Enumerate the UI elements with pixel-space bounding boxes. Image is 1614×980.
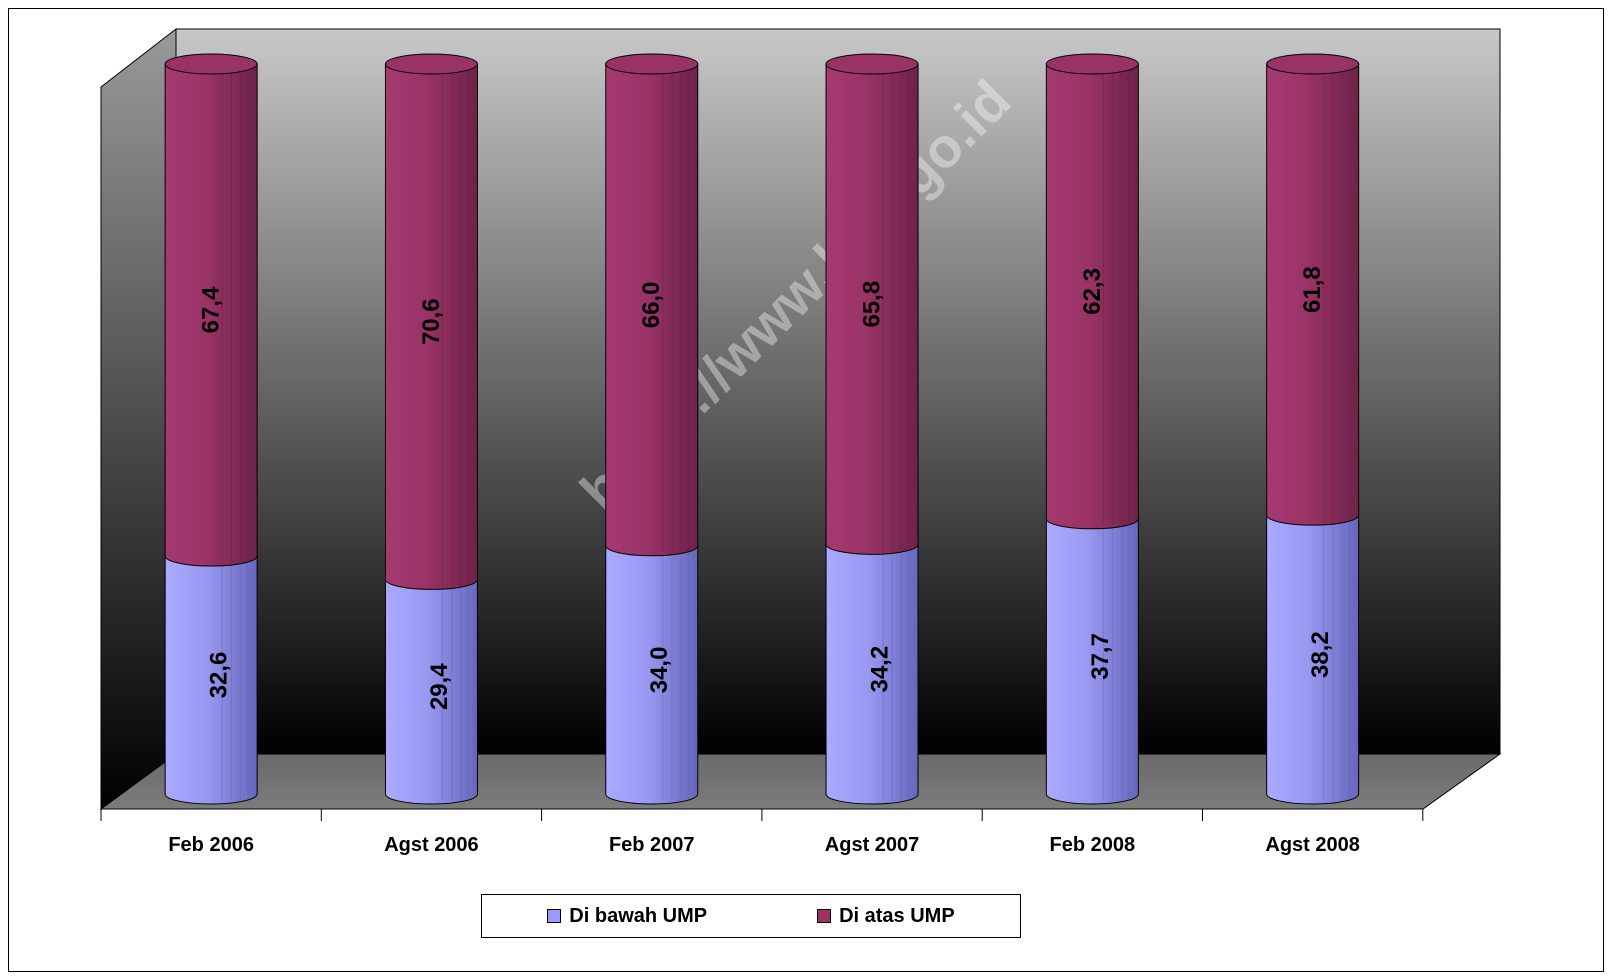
bar-cap-feb-2007 xyxy=(605,53,699,75)
data-label-di-atas-ump-agst-2008: 61,8 xyxy=(1299,266,1326,313)
data-label-di-bawah-ump-agst-2006: 29,4 xyxy=(426,663,453,710)
x-tick-label-feb-2008: Feb 2008 xyxy=(1050,834,1136,856)
legend-item-di-bawah-ump: Di bawah UMP xyxy=(547,905,707,928)
data-label-di-bawah-ump-feb-2006: 32,6 xyxy=(206,652,233,699)
legend-swatch-di-bawah-ump xyxy=(547,909,562,923)
bar-cap-feb-2006 xyxy=(164,53,258,75)
bar-di-bawah-ump-feb-2007 xyxy=(605,545,699,805)
data-label-di-bawah-ump-agst-2007: 34,2 xyxy=(867,646,894,693)
x-tick-label-agst-2006: Agst 2006 xyxy=(384,834,479,856)
x-axis-ticks: Feb 2006 Agst 2006 Feb 2007 Agst 2007 Feb 20… xyxy=(100,809,1424,856)
bar-di-bawah-ump-feb-2008 xyxy=(1045,518,1139,805)
chart-svg: https://www.bps.go.id 32,667,429,470,634… xyxy=(99,27,1502,856)
data-label-di-atas-ump-feb-2008: 62,3 xyxy=(1079,268,1106,315)
bar-cap-agst-2006 xyxy=(384,53,478,75)
bar-di-atas-ump-agst-2006 xyxy=(384,63,478,590)
legend-swatch-di-atas-ump xyxy=(817,909,832,923)
legend-label-di-bawah-ump: Di bawah UMP xyxy=(569,904,708,927)
chart-frame: https://www.bps.go.id 32,6 67,4 29,4 70,6 34… xyxy=(8,8,1604,972)
legend: Di bawah UMP Di atas UMP xyxy=(481,894,1021,938)
data-label-di-atas-ump-agst-2007: 65,8 xyxy=(859,281,886,328)
x-tick-label-agst-2008: Agst 2008 xyxy=(1265,834,1360,856)
bar-di-atas-ump-feb-2007 xyxy=(605,63,699,557)
data-label-di-atas-ump-feb-2007: 66,0 xyxy=(638,282,665,329)
data-label-di-atas-ump-feb-2006: 67,4 xyxy=(198,286,225,333)
bar-di-bawah-ump-agst-2007 xyxy=(825,543,919,805)
bar-di-bawah-ump-feb-2006 xyxy=(164,555,258,805)
x-tick-label-agst-2007: Agst 2007 xyxy=(825,834,920,856)
bar-cap-agst-2007 xyxy=(825,53,919,75)
bars-layer xyxy=(164,53,1360,805)
data-label-di-atas-ump-agst-2006: 70,6 xyxy=(418,298,445,345)
bar-di-atas-ump-agst-2008 xyxy=(1266,63,1360,526)
bar-di-atas-ump-feb-2006 xyxy=(164,63,258,567)
bar-di-bawah-ump-agst-2006 xyxy=(384,578,478,805)
bar-cap-agst-2008 xyxy=(1266,53,1360,75)
bar-di-atas-ump-agst-2007 xyxy=(825,63,919,555)
legend-label-di-atas-ump: Di atas UMP xyxy=(839,904,955,927)
legend-item-di-atas-ump: Di atas UMP xyxy=(817,905,955,928)
bar-di-bawah-ump-agst-2008 xyxy=(1266,514,1360,805)
x-tick-label-feb-2006: Feb 2006 xyxy=(168,834,254,856)
x-tick-label-feb-2007: Feb 2007 xyxy=(609,834,695,856)
data-label-di-bawah-ump-feb-2007: 34,0 xyxy=(646,647,673,694)
data-label-di-bawah-ump-agst-2008: 38,2 xyxy=(1307,631,1334,678)
bar-di-atas-ump-feb-2008 xyxy=(1045,63,1139,530)
data-label-di-bawah-ump-feb-2008: 37,7 xyxy=(1087,633,1114,680)
bar-cap-feb-2008 xyxy=(1045,53,1139,75)
data-labels-layer: 32,6 67,4 29,4 70,6 34,0 66,0 34,2 65,8 37,7 62,3… xyxy=(198,266,1335,710)
